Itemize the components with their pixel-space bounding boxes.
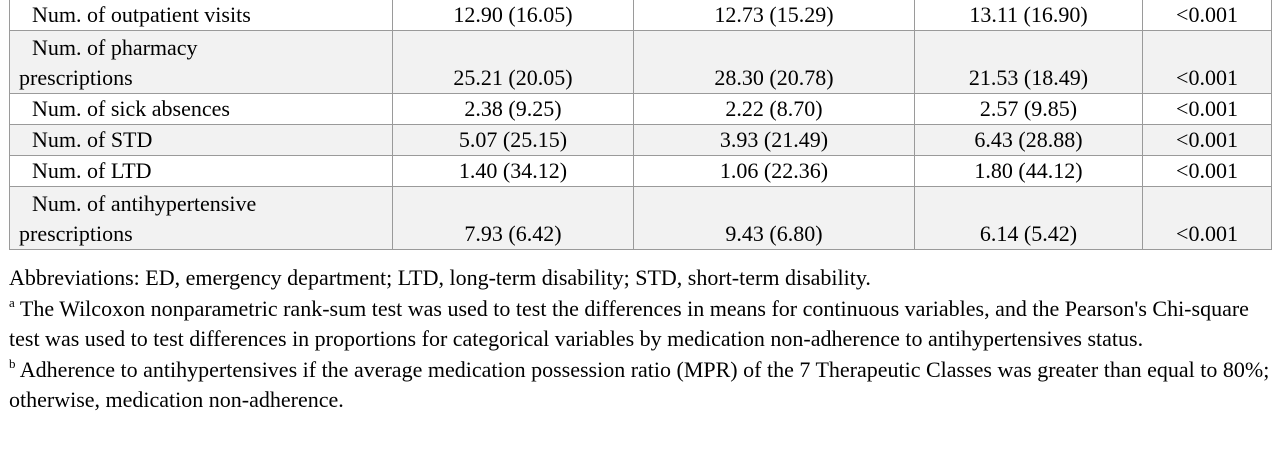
adherent-value: 3.93 (21.49)	[633, 124, 915, 156]
total-value: 25.21 (20.05)	[392, 30, 634, 94]
table-row: Num. of LTD 1.40 (34.12) 1.06 (22.36) 1.…	[9, 155, 1272, 187]
table-row: Num. of antihypertensive prescriptions 7…	[9, 186, 1272, 250]
footnote-a-text: The Wilcoxon nonparametric rank-sum test…	[9, 295, 1249, 352]
footnote-b-text: Adherence to antihypertensives if the av…	[9, 356, 1270, 413]
abbreviations-note: Abbreviations: ED, emergency department;…	[9, 265, 871, 290]
row-label: Num. of STD	[32, 127, 153, 152]
nonadherent-value: 1.80 (44.12)	[914, 155, 1143, 187]
table-footnotes: Abbreviations: ED, emergency department;…	[9, 263, 1277, 416]
footnote-b: b Adherence to antihypertensives if the …	[9, 355, 1277, 416]
table-row: Num. of sick absences 2.38 (9.25) 2.22 (…	[9, 93, 1272, 125]
nonadherent-value: 6.43 (28.88)	[914, 124, 1143, 156]
total-value: 7.93 (6.42)	[392, 186, 634, 250]
footnote-b-marker: b	[9, 355, 16, 371]
nonadherent-value: 13.11 (16.90)	[914, 0, 1143, 31]
results-table: Num. of outpatient visits 12.90 (16.05) …	[9, 0, 1272, 250]
footnote-a: a The Wilcoxon nonparametric rank-sum te…	[9, 294, 1277, 355]
adherent-value: 2.22 (8.70)	[633, 93, 915, 125]
nonadherent-value: 21.53 (18.49)	[914, 30, 1143, 94]
nonadherent-value: 2.57 (9.85)	[914, 93, 1143, 125]
nonadherent-value: 6.14 (5.42)	[914, 186, 1143, 250]
table-row: Num. of STD 5.07 (25.15) 3.93 (21.49) 6.…	[9, 124, 1272, 156]
p-value: <0.001	[1142, 155, 1272, 187]
row-label-continued: prescriptions	[19, 221, 133, 246]
p-value: <0.001	[1142, 30, 1272, 94]
row-label: Num. of sick absences	[32, 96, 230, 121]
total-value: 12.90 (16.05)	[392, 0, 634, 31]
adherent-value: 12.73 (15.29)	[633, 0, 915, 31]
row-label: Num. of LTD	[32, 158, 152, 183]
row-label: Num. of antihypertensive	[32, 191, 257, 216]
p-value: <0.001	[1142, 124, 1272, 156]
row-label: Num. of outpatient visits	[32, 2, 251, 27]
adherent-value: 9.43 (6.80)	[633, 186, 915, 250]
row-label-continued: prescriptions	[19, 65, 133, 90]
p-value: <0.001	[1142, 0, 1272, 31]
adherent-value: 1.06 (22.36)	[633, 155, 915, 187]
footnote-a-marker: a	[9, 294, 15, 310]
total-value: 1.40 (34.12)	[392, 155, 634, 187]
adherent-value: 28.30 (20.78)	[633, 30, 915, 94]
table-row: Num. of pharmacy prescriptions 25.21 (20…	[9, 30, 1272, 94]
table-row: Num. of outpatient visits 12.90 (16.05) …	[9, 0, 1272, 31]
p-value: <0.001	[1142, 93, 1272, 125]
row-label: Num. of pharmacy	[32, 35, 198, 60]
total-value: 2.38 (9.25)	[392, 93, 634, 125]
total-value: 5.07 (25.15)	[392, 124, 634, 156]
p-value: <0.001	[1142, 186, 1272, 250]
